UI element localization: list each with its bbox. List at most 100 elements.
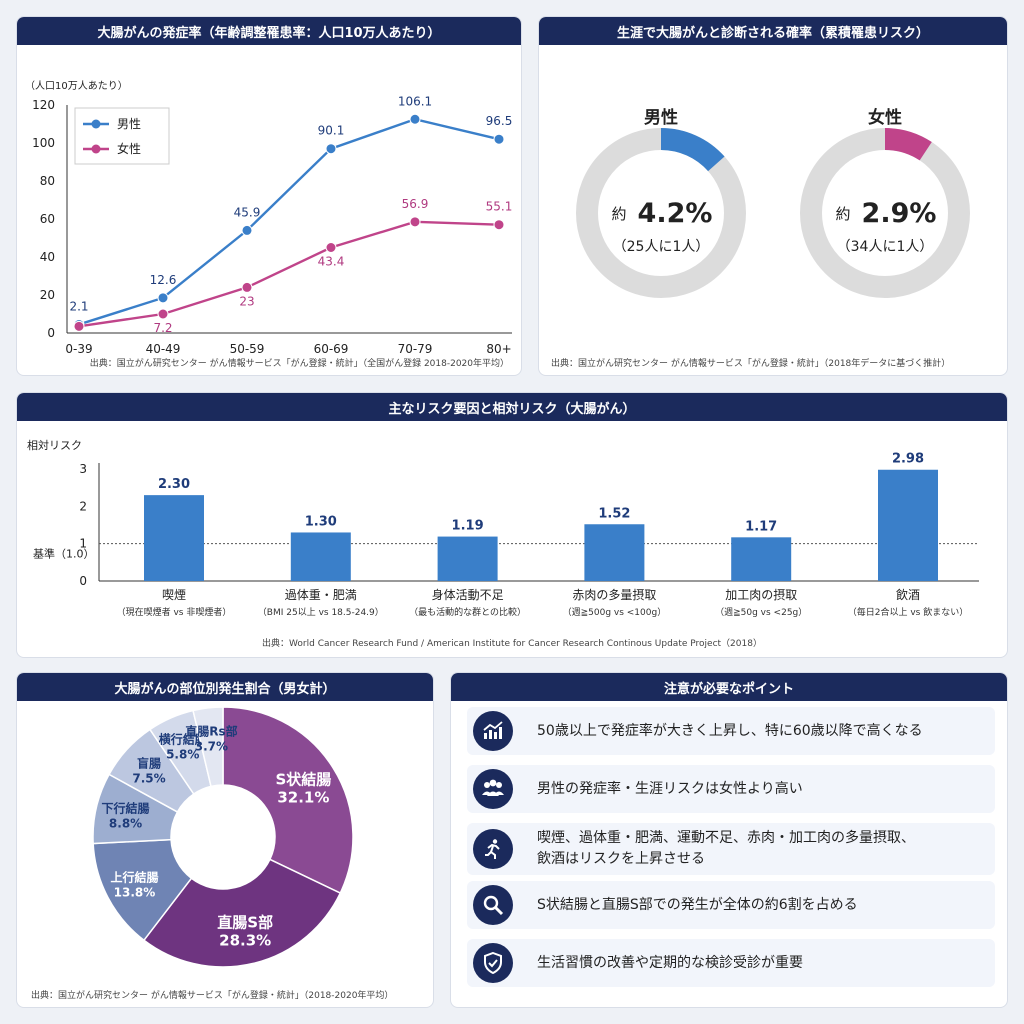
- lifetime-panel: 生涯で大腸がんと診断される確率（累積罹患リスク） 男性約 4.2% （25人に1人）…: [538, 16, 1008, 376]
- bar-value-label: 1.17: [745, 519, 777, 534]
- lifetime-donut-charts: 男性約 4.2% （25人に1人） 女性約 2.9% （34人に1人）: [576, 107, 970, 298]
- x-tick-label: 70-79: [398, 342, 433, 356]
- data-point: [493, 133, 505, 145]
- bar-value-label: 1.19: [452, 519, 484, 534]
- slice-name: 盲腸: [137, 756, 161, 771]
- y-tick-label: 40: [40, 250, 55, 264]
- data-point: [325, 242, 337, 253]
- data-label: 7.2: [153, 321, 172, 335]
- sites-source: 出典：国立がん研究センター がん情報サービス「がん登録・統計」（2018-202…: [31, 991, 394, 1001]
- legend-label: 男性: [117, 117, 141, 131]
- risk-bar: [290, 532, 351, 581]
- data-label: 43.4: [318, 255, 345, 269]
- y-tick-label: 100: [32, 136, 55, 150]
- slice-value: 13.8%: [114, 886, 156, 900]
- sites-title: 大腸がんの部位別発生割合（男女計）: [17, 673, 433, 701]
- donut-title: 男性: [644, 107, 678, 128]
- running-icon: [473, 829, 513, 869]
- bar-value-label: 2.30: [158, 477, 190, 492]
- y-tick-label: 20: [40, 288, 55, 302]
- donut-prefix: 約: [611, 205, 626, 223]
- legend-marker: [91, 144, 101, 154]
- sites-panel: 大腸がんの部位別発生割合（男女計） S状結腸 32.1% 直腸S部 28.3% 上行結腸…: [16, 672, 434, 1008]
- point-item: S状結腸と直腸S部での発生が全体の約6割を占める: [467, 881, 995, 929]
- data-point: [409, 113, 421, 125]
- points-title: 注意が必要なポイント: [451, 673, 1007, 701]
- data-point: [241, 281, 253, 293]
- data-label: 2.1: [69, 299, 88, 313]
- point-text: 男性の発症率・生涯リスクは女性より高い: [537, 780, 803, 797]
- series-line-1: [78, 220, 500, 328]
- slice-name: 直腸Rs部: [185, 724, 237, 739]
- donut-slice: [884, 128, 932, 161]
- risk-bar: [878, 469, 938, 581]
- x-tick-label: 40-49: [146, 342, 181, 356]
- x-category-note: （最も活動的な群との比較）: [409, 606, 526, 618]
- slice-name: 横行結腸: [159, 731, 207, 746]
- lifetime-title: 生涯で大腸がんと診断される確率（累積罹患リスク）: [539, 17, 1007, 45]
- data-point: [409, 216, 421, 228]
- risk-source: 出典：World Cancer Research Fund / American…: [262, 639, 762, 649]
- data-point: [493, 219, 505, 231]
- x-category-label: 喫煙: [162, 588, 186, 602]
- slice-value: 8.8%: [109, 817, 142, 831]
- x-category-label: 赤肉の多量摂取: [572, 587, 656, 602]
- risk-bar: [731, 537, 792, 581]
- bar-value-label: 2.98: [892, 452, 924, 467]
- point-item: 喫煙、過体重・肥満、運動不足、赤肉・加工肉の多量摂取、 飲酒はリスクを上昇させる: [467, 823, 995, 875]
- risk-bar: [584, 524, 645, 581]
- donut-value: 2.9%: [862, 198, 937, 229]
- y-tick-label: 80: [40, 174, 55, 188]
- point-item: 生活習慣の改善や定期的な検診受診が重要: [467, 939, 995, 987]
- slice-name: 下行結腸: [102, 801, 150, 816]
- donut-sub: （34人に1人）: [837, 239, 934, 255]
- donut-value: 4.2%: [638, 198, 713, 229]
- risk-bar-chart: 相対リスク 0 1 2 3 基準（1.0） 2.30 喫煙 （現在喫煙者 vs 非喫煙者） 1.3…: [27, 438, 979, 618]
- chart-up-icon: [473, 711, 513, 751]
- data-point: [157, 292, 169, 304]
- slice-value: 3.7%: [195, 740, 228, 754]
- legend-marker: [91, 119, 101, 129]
- bar-value-label: 1.52: [598, 506, 630, 521]
- y-tick-label: 0: [47, 326, 55, 340]
- slice-value: 7.5%: [132, 772, 165, 786]
- slice-name: 直腸S部: [217, 913, 273, 931]
- x-category-label: 過体重・肥満: [285, 588, 357, 602]
- donut-sub: （25人に1人）: [613, 239, 710, 255]
- x-tick-label: 80+: [486, 342, 511, 356]
- data-label: 96.5: [486, 114, 513, 128]
- donut-prefix: 約: [835, 205, 850, 223]
- x-category-label: 加工肉の摂取: [725, 587, 797, 602]
- slice-1: [142, 858, 342, 968]
- x-category-label: 飲酒: [896, 587, 920, 602]
- legend-label: 女性: [117, 141, 141, 156]
- x-tick-label: 60-69: [314, 342, 349, 356]
- y-tick-label: 2: [79, 499, 87, 513]
- data-label: 45.9: [234, 205, 261, 219]
- series-line-0: [78, 118, 500, 326]
- data-label: 55.1: [486, 200, 513, 214]
- y-axis-label: 相対リスク: [27, 438, 82, 452]
- x-category-note: （BMI 25以上 vs 18.5-24.9）: [258, 607, 384, 618]
- donut-slice: [660, 128, 725, 172]
- people-icon: [473, 769, 513, 809]
- data-point: [325, 143, 337, 155]
- lifetime-source: 出典：国立がん研究センター がん情報サービス「がん登録・統計」（2018年データ…: [551, 359, 951, 369]
- data-label: 56.9: [402, 197, 429, 211]
- x-category-note: （週≧50g vs <25g）: [715, 607, 807, 618]
- points-panel: 注意が必要なポイント 50歳以上で発症率が大きく上昇し、特に60歳以降で高くなる…: [450, 672, 1008, 1008]
- legend-box: [74, 107, 170, 165]
- data-point: [157, 308, 169, 320]
- baseline-label: 基準（1.0）: [33, 547, 95, 561]
- magnifier-icon: [473, 885, 513, 925]
- x-tick-label: 0-39: [65, 342, 92, 356]
- incidence-panel: 大腸がんの発症率（年齢調整罹患率：人口10万人あたり） （人口10万人あたり） 0…: [16, 16, 522, 376]
- bar-value-label: 1.30: [305, 514, 337, 529]
- data-point: [241, 224, 253, 236]
- incidence-source: 出典：国立がん研究センター がん情報サービス「がん登録・統計」（全国がん登録 2…: [89, 359, 509, 369]
- risk-bar: [144, 495, 204, 581]
- slice-value: 28.3%: [219, 931, 271, 949]
- slice-value: 5.8%: [166, 747, 199, 761]
- incidence-line-chart: （人口10万人あたり） 0 20 40 60 80 100 120 0-39 40-49 50-59…: [25, 80, 513, 356]
